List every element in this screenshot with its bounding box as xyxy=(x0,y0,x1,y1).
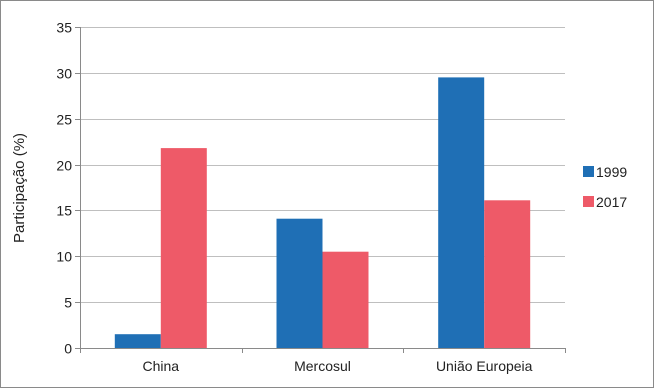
axes xyxy=(80,27,565,349)
legend-swatch-1999 xyxy=(583,166,594,177)
x-tick-label: União Europeia xyxy=(436,358,533,374)
y-axis-title: Participação (%) xyxy=(11,133,28,243)
y-tick-label: 15 xyxy=(56,203,72,219)
y-axis-ticks: 0 5 10 15 20 25 30 35 xyxy=(56,20,80,357)
y-tick-label: 20 xyxy=(56,158,72,174)
legend-swatch-2017 xyxy=(583,196,594,207)
y-tick-label: 30 xyxy=(56,66,72,82)
bar-1999-união-europeia xyxy=(438,77,485,349)
bars xyxy=(114,77,531,349)
y-tick-label: 0 xyxy=(64,341,72,357)
x-tick-label: Mercosul xyxy=(294,358,351,374)
bar-2017-mercosul xyxy=(322,251,369,348)
legend-label-2017: 2017 xyxy=(596,194,627,210)
bar-2017-china xyxy=(160,148,207,348)
legend: 1999 2017 xyxy=(583,164,627,210)
bar-1999-mercosul xyxy=(276,218,323,348)
x-tick-label: China xyxy=(143,358,180,374)
y-tick-label: 35 xyxy=(56,20,72,36)
y-tick-label: 25 xyxy=(56,112,72,128)
legend-label-1999: 1999 xyxy=(596,164,627,180)
bar-2017-união-europeia xyxy=(484,200,531,348)
y-tick-label: 5 xyxy=(64,295,72,311)
y-tick-label: 10 xyxy=(56,249,72,265)
bar-1999-china xyxy=(114,334,161,348)
x-axis-ticks: China Mercosul União Europeia xyxy=(80,348,566,374)
